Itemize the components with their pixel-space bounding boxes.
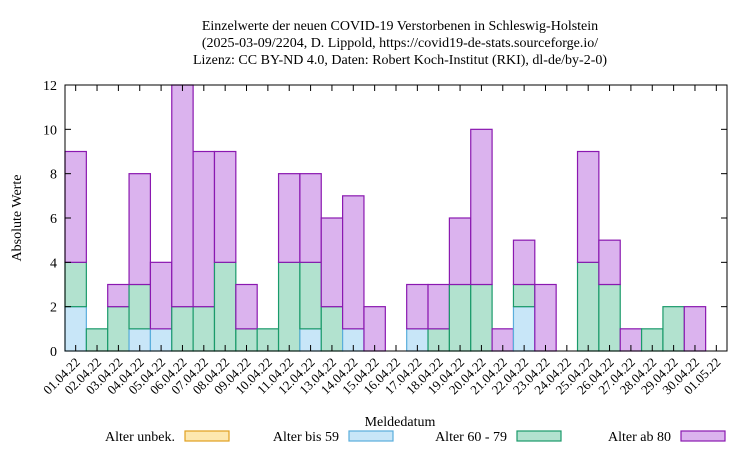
bar-segment-30.04.22-series-3: [683, 306, 707, 352]
bar-segment-03.04.22-series-2: [107, 306, 130, 352]
bar-segment-14.04.22-series-3: [342, 195, 365, 330]
legend-label: Alter bis 59: [273, 430, 339, 445]
bar-segment-22.04.22-series-1: [512, 306, 536, 352]
bar-segment-15.04.22-series-3: [363, 306, 386, 352]
bar-segment-04.04.22-series-2: [128, 283, 152, 330]
bar-segment-12.04.22-series-3: [299, 173, 322, 263]
bar-segment-08.04.22-series-2: [213, 261, 237, 352]
bar-segment-20.04.22-series-3: [470, 128, 493, 286]
bar-segment-25.04.22-series-3: [576, 150, 600, 263]
bar-segment-22.04.22-series-2: [512, 283, 536, 308]
bar-segment-09.04.22-series-3: [235, 283, 258, 330]
bar-segment-19.04.22-series-3: [448, 217, 472, 286]
bar-segment-05.04.22-series-3: [149, 261, 173, 330]
y-tick-label: 12: [43, 79, 57, 94]
y-tick-label: 8: [50, 168, 57, 183]
y-tick-label: 10: [43, 123, 57, 138]
y-tick-label: 6: [50, 212, 57, 227]
legend-swatch: [680, 430, 726, 442]
bar-segment-25.04.22-series-2: [576, 261, 600, 352]
bar-segment-29.04.22-series-2: [662, 306, 685, 352]
bar-segment-22.04.22-series-3: [512, 239, 536, 286]
y-axis-label: Absolute Werte: [10, 175, 25, 262]
bar-segment-19.04.22-series-2: [448, 283, 472, 352]
title-line-1: Einzelwerte der neuen COVID-19 Verstorbe…: [202, 19, 598, 34]
bar-segment-11.04.22-series-3: [277, 173, 301, 263]
bar-segment-01.04.22-series-1: [64, 306, 87, 352]
legend-swatch: [516, 430, 562, 442]
bar-segment-06.04.22-series-3: [171, 84, 194, 308]
bar-segment-08.04.22-series-3: [213, 150, 237, 263]
bar-segment-26.04.22-series-3: [598, 239, 621, 286]
title-line-3: Lizenz: CC BY-ND 4.0, Daten: Robert Koch…: [193, 53, 607, 68]
bar-segment-07.04.22-series-3: [192, 150, 216, 308]
bar-segment-13.04.22-series-3: [320, 217, 344, 308]
bar-segment-17.04.22-series-3: [406, 283, 429, 330]
chart-title: Einzelwerte der neuen COVID-19 Verstorbe…: [193, 19, 607, 68]
bar-segment-06.04.22-series-2: [171, 306, 194, 352]
legend-swatch: [348, 430, 394, 442]
bar-segment-18.04.22-series-3: [427, 283, 450, 330]
legend: Alter unbek. Alter bis 59 Alter 60 - 79 Alt…: [105, 430, 726, 445]
y-axis: 0 2 4 6 8 10 12: [43, 79, 727, 360]
legend-swatch: [184, 430, 230, 442]
legend-label: Alter ab 80: [608, 430, 671, 445]
bar-segment-12.04.22-series-2: [299, 261, 322, 330]
bar-segment-20.04.22-series-2: [470, 283, 493, 352]
bar-segment-04.04.22-series-3: [128, 173, 152, 286]
y-tick-label: 4: [50, 256, 57, 271]
title-line-2: (2025-03-09/2204, D. Lippold, https://co…: [202, 36, 598, 51]
bars-layer: [64, 84, 707, 352]
bar-segment-01.04.22-series-2: [64, 261, 87, 308]
bar-segment-07.04.22-series-2: [192, 306, 216, 352]
bar-segment-26.04.22-series-2: [598, 283, 621, 352]
bar-segment-13.04.22-series-2: [320, 306, 344, 352]
legend-label: Alter 60 - 79: [435, 430, 507, 445]
y-tick-label: 0: [50, 345, 57, 360]
y-tick-label: 2: [50, 301, 57, 316]
bar-segment-01.04.22-series-3: [64, 150, 87, 263]
x-axis-label: Meldedatum: [365, 415, 436, 430]
bar-segment-11.04.22-series-2: [277, 261, 301, 352]
bar-segment-23.04.22-series-3: [534, 283, 557, 352]
bar-segment-03.04.22-series-3: [107, 283, 130, 308]
legend-label: Alter unbek.: [105, 430, 175, 445]
